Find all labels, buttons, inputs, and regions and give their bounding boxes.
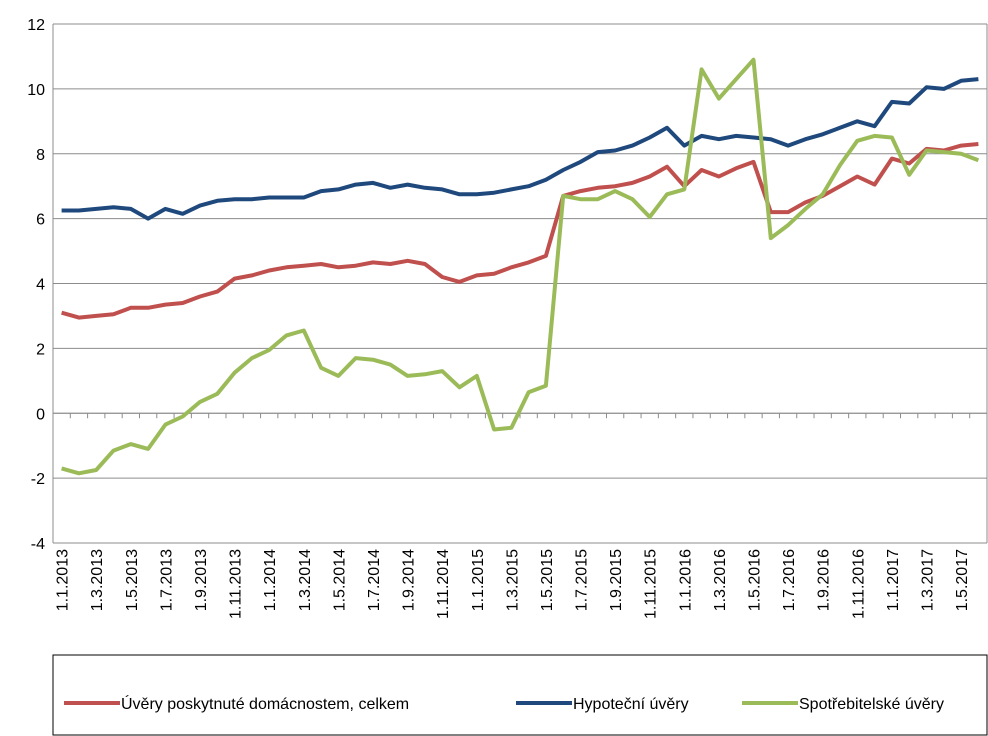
x-tick-label: 1.5.2017 — [954, 549, 971, 611]
x-tick-label: 1.3.2013 — [89, 549, 106, 611]
x-tick-label: 1.9.2013 — [193, 549, 210, 611]
x-tick-label: 1.1.2015 — [470, 549, 487, 611]
x-tick-label: 1.9.2016 — [816, 549, 833, 611]
x-tick-label: 1.1.2013 — [55, 549, 72, 611]
x-tick-label: 1.9.2014 — [401, 549, 418, 611]
x-tick-label: 1.1.2016 — [677, 549, 694, 611]
series-line — [61, 142, 979, 320]
series-line — [61, 57, 980, 476]
x-tick-label: 1.11.2014 — [435, 549, 452, 619]
y-tick-label: 10 — [27, 82, 45, 99]
x-tick-label: 1.7.2016 — [781, 549, 798, 611]
x-tick-label: 1.3.2016 — [712, 549, 729, 611]
x-tick-label: 1.1.2017 — [885, 549, 902, 611]
legend-label: Úvěry poskytnuté domácnostem, celkem — [121, 694, 409, 713]
x-tick-label: 1.3.2015 — [504, 549, 521, 611]
y-tick-label: 0 — [36, 406, 45, 423]
y-tick-label: -2 — [31, 471, 45, 488]
x-tick-label: 1.5.2016 — [747, 549, 764, 611]
series-line — [61, 77, 979, 221]
x-tick-label: 1.11.2013 — [228, 549, 245, 619]
legend-label: Hypoteční úvěry — [573, 696, 689, 713]
x-tick-label: 1.9.2015 — [608, 549, 625, 611]
x-tick-label: 1.3.2017 — [919, 549, 936, 611]
x-tick-label: 1.7.2014 — [366, 549, 383, 611]
x-tick-label: 1.3.2014 — [297, 549, 314, 611]
x-tick-label: 1.5.2014 — [331, 549, 348, 611]
legend-label: Spotřebitelské úvěry — [799, 696, 944, 713]
legend-box — [52, 654, 988, 736]
x-tick-label: 1.7.2015 — [574, 549, 591, 611]
y-tick-label: 2 — [36, 341, 45, 358]
y-tick-label: -4 — [31, 536, 45, 553]
y-tick-label: 12 — [27, 17, 45, 34]
x-tick-label: 1.7.2013 — [158, 549, 175, 611]
x-tick-label: 1.11.2016 — [850, 549, 867, 619]
x-tick-label: 1.1.2014 — [262, 549, 279, 611]
y-tick-label: 6 — [36, 212, 45, 229]
y-tick-label: 8 — [36, 147, 45, 164]
y-tick-label: 4 — [36, 277, 45, 294]
x-tick-label: 1.11.2015 — [643, 549, 660, 619]
x-tick-label: 1.5.2015 — [539, 549, 556, 611]
x-tick-label: 1.5.2013 — [124, 549, 141, 611]
